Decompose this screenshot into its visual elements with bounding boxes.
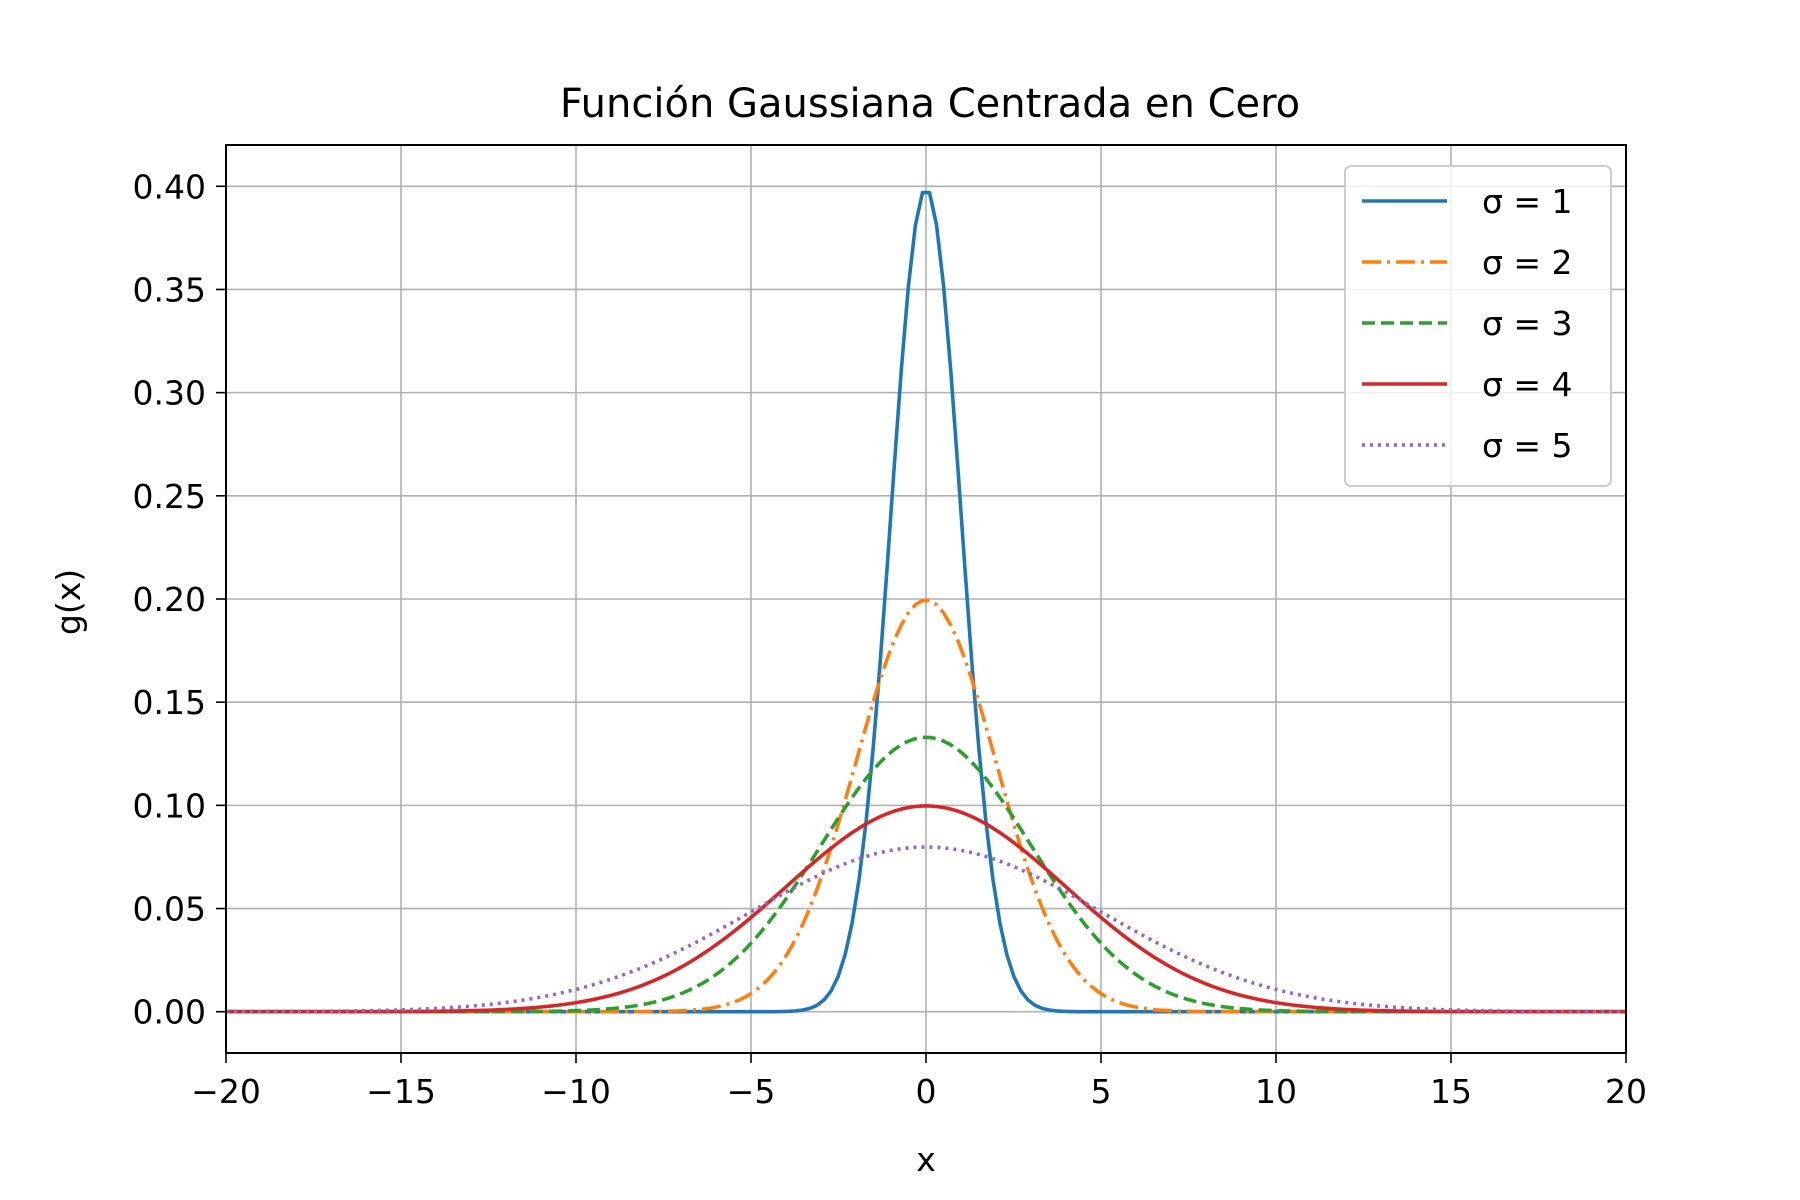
x-tick-label: 10 [1255, 1072, 1297, 1111]
legend: σ = 1 σ = 2 σ = 3 σ = 4 σ = 5 [1344, 165, 1612, 487]
y-tick-label: 0.30 [133, 374, 206, 413]
y-axis-label: g(x) [49, 569, 88, 635]
legend-label: σ = 3 [1482, 304, 1573, 343]
y-tick-label: 0.05 [133, 890, 206, 929]
y-tick-label: 0.40 [133, 167, 206, 206]
series-line-sigma-4 [226, 804, 1626, 1014]
x-tick-label: 5 [1091, 1072, 1112, 1111]
y-axis: 0.00 0.05 0.10 0.15 0.20 0.25 0.30 0.35 0.40 [133, 167, 226, 1032]
x-tick-label: 15 [1430, 1072, 1472, 1111]
y-tick-label: 0.25 [133, 477, 206, 516]
x-tick-label: 0 [916, 1072, 937, 1111]
x-tick-label: −10 [541, 1072, 611, 1111]
y-tick-label: 0.10 [133, 786, 206, 825]
y-tick-label: 0.20 [133, 580, 206, 619]
x-tick-label: 20 [1605, 1072, 1647, 1111]
x-tick-label: −20 [191, 1072, 261, 1111]
legend-label: σ = 2 [1482, 243, 1573, 282]
legend-label: σ = 5 [1482, 426, 1573, 465]
chart-title: Función Gaussiana Centrada en Cero [560, 81, 1300, 127]
x-axis: −20 −15 −10 −5 0 5 10 15 20 [191, 1053, 1647, 1111]
legend-label: σ = 4 [1482, 365, 1573, 404]
series-line-sigma-5 [225, 845, 1627, 1014]
y-tick-label: 0.15 [133, 683, 206, 722]
x-tick-label: −5 [727, 1072, 776, 1111]
x-axis-label: x [916, 1140, 936, 1179]
x-tick-label: −15 [366, 1072, 436, 1111]
y-tick-label: 0.00 [133, 993, 206, 1032]
y-tick-label: 0.35 [133, 270, 206, 309]
series-layer [225, 190, 1627, 1014]
legend-box [1344, 165, 1612, 487]
legend-label: σ = 1 [1482, 182, 1573, 221]
